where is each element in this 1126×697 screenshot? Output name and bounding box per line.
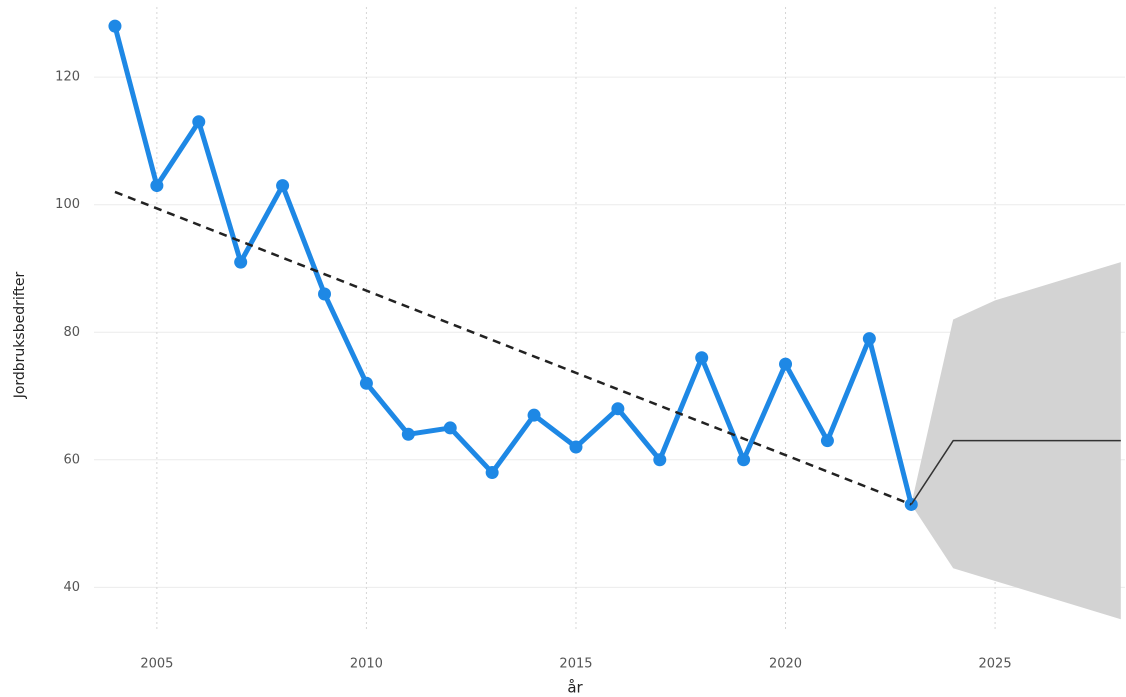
point [318,287,332,301]
x-tick-label: 2010 [350,657,383,672]
point [401,427,415,441]
point [653,453,667,467]
point [108,19,122,33]
x-tick-label: 2005 [140,657,173,672]
y-tick-label: 100 [55,197,80,212]
point [611,402,625,416]
point [276,179,290,193]
point [359,376,373,390]
point [862,332,876,346]
x-tick-label: 2025 [979,657,1012,672]
point [569,440,583,454]
point [779,357,793,371]
point [443,421,457,435]
series-line [112,25,914,506]
point [737,453,751,467]
x-tick-label: 2015 [559,657,592,672]
point [485,466,499,480]
point [150,179,164,193]
point [192,115,206,129]
series-line [114,190,912,506]
point [234,255,248,269]
point [695,351,709,365]
x-axis-label: år [567,679,583,697]
y-tick-label: 80 [63,325,80,340]
point [527,408,541,422]
point [820,434,834,448]
y-tick-label: 60 [63,452,80,467]
y-tick-label: 120 [55,70,80,85]
series-line [910,439,1121,505]
y-axis-label: Jordbruksbedrifter [12,271,28,399]
y-tick-label: 40 [63,580,80,595]
x-tick-label: 2020 [769,657,802,672]
